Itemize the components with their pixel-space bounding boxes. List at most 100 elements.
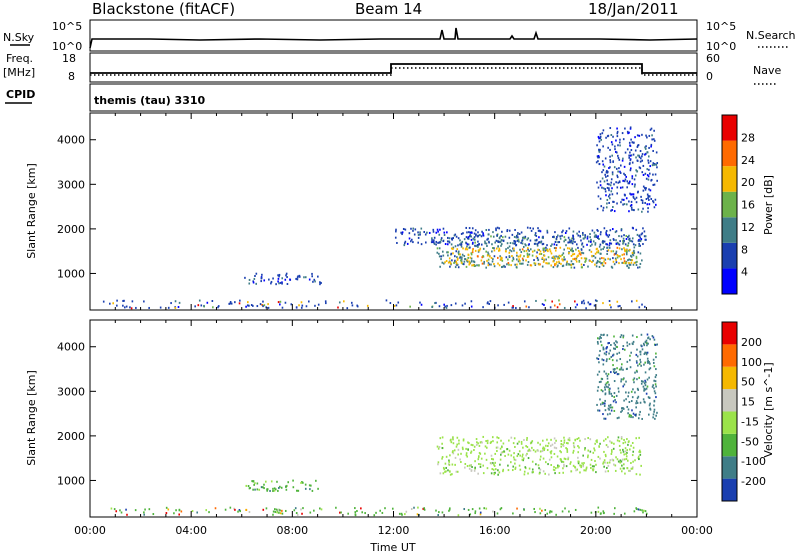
power-cell xyxy=(599,233,602,236)
power-cell xyxy=(497,241,500,244)
velocity-cell xyxy=(611,394,613,397)
power-cell xyxy=(477,249,480,252)
velocity-cell xyxy=(578,446,580,449)
power-cell xyxy=(462,247,464,250)
power-cell xyxy=(454,233,457,236)
power-cell xyxy=(629,154,632,157)
velocity-cell xyxy=(517,453,520,456)
power-cell xyxy=(650,143,653,146)
power-cell xyxy=(616,132,619,135)
power-cell xyxy=(600,262,602,265)
velocity-cell xyxy=(462,439,465,442)
velocity-cell xyxy=(616,346,618,349)
velocity-cell xyxy=(554,472,556,475)
power-cell xyxy=(598,265,601,268)
power-cell xyxy=(639,252,642,255)
power-cell xyxy=(419,231,421,234)
velocity-cell xyxy=(599,335,601,338)
velocity-cell xyxy=(457,514,460,517)
velocity-cell xyxy=(608,383,610,386)
power-cell xyxy=(395,230,397,233)
power-cell xyxy=(444,305,446,308)
power-cell xyxy=(443,231,446,234)
power-cell xyxy=(439,240,442,243)
power-cell xyxy=(613,200,615,203)
velocity-cell xyxy=(639,473,641,476)
velocity-cell xyxy=(311,489,314,492)
power-cell xyxy=(515,236,518,239)
power-cell xyxy=(457,250,460,253)
power-cell xyxy=(539,230,542,233)
power-cell xyxy=(561,253,564,256)
power-cell xyxy=(563,240,565,243)
power-cell xyxy=(599,184,602,187)
power-cell xyxy=(131,300,134,303)
velocity-cell xyxy=(436,445,439,448)
velocity-cell xyxy=(655,385,657,388)
power-cell xyxy=(570,249,573,252)
velocity-cell xyxy=(239,510,242,513)
power-cell xyxy=(621,253,624,256)
velocity-cell xyxy=(497,437,500,440)
power-cell xyxy=(586,237,589,240)
power-cell xyxy=(603,246,605,249)
power-cell xyxy=(487,264,490,267)
velocity-cell xyxy=(563,463,565,466)
velocity-cell xyxy=(628,401,631,404)
power-cell xyxy=(654,173,657,176)
velocity-cell xyxy=(617,387,620,390)
power-cell xyxy=(130,307,133,310)
power-cell xyxy=(621,159,624,162)
velocity-cell xyxy=(656,411,658,414)
power-cell xyxy=(597,156,599,159)
velocity-cell xyxy=(497,473,499,476)
power-cell xyxy=(450,247,453,250)
power-cell xyxy=(584,236,586,239)
velocity-cell xyxy=(448,463,451,466)
power-cell xyxy=(542,247,545,250)
power-cell xyxy=(526,255,529,258)
velocity-cell xyxy=(639,410,641,413)
velocity-cell xyxy=(492,468,495,471)
power-cell xyxy=(628,239,631,242)
power-cell xyxy=(554,249,557,252)
velocity-cell xyxy=(604,417,607,420)
power-cell xyxy=(635,156,637,159)
power-cell xyxy=(645,145,647,148)
power-cell xyxy=(454,266,457,269)
power-cell xyxy=(633,261,636,264)
velocity-cell xyxy=(459,458,461,461)
velocity-cell xyxy=(516,442,519,445)
power-cell xyxy=(122,304,124,307)
velocity-cell xyxy=(276,480,278,483)
velocity-cell xyxy=(632,416,634,419)
velocity-cell xyxy=(279,509,281,512)
power-cell xyxy=(602,206,605,209)
velocity-cell xyxy=(603,465,605,468)
power-cell xyxy=(516,263,518,266)
power-cell xyxy=(395,304,398,307)
power-cell xyxy=(648,203,651,206)
velocity-cell xyxy=(554,442,556,445)
power-cell xyxy=(437,230,439,233)
power-cell xyxy=(456,248,459,251)
power-cell xyxy=(298,304,300,307)
velocity-cell xyxy=(612,368,615,371)
velocity-cell xyxy=(457,453,459,456)
velocity-cell xyxy=(610,371,612,374)
velocity-cell xyxy=(143,513,145,516)
power-cell xyxy=(245,305,247,308)
power-cell xyxy=(464,302,466,305)
power-cell xyxy=(570,239,573,242)
power-cell xyxy=(653,129,655,132)
power-cell xyxy=(617,154,619,157)
power-cell xyxy=(625,235,628,238)
power-cell xyxy=(461,262,464,265)
power-cell xyxy=(629,151,631,154)
velocity-cell xyxy=(452,436,454,439)
power-cell xyxy=(629,144,631,147)
velocity-cell xyxy=(615,456,617,459)
power-cell xyxy=(478,249,481,252)
velocity-cell xyxy=(229,506,232,509)
